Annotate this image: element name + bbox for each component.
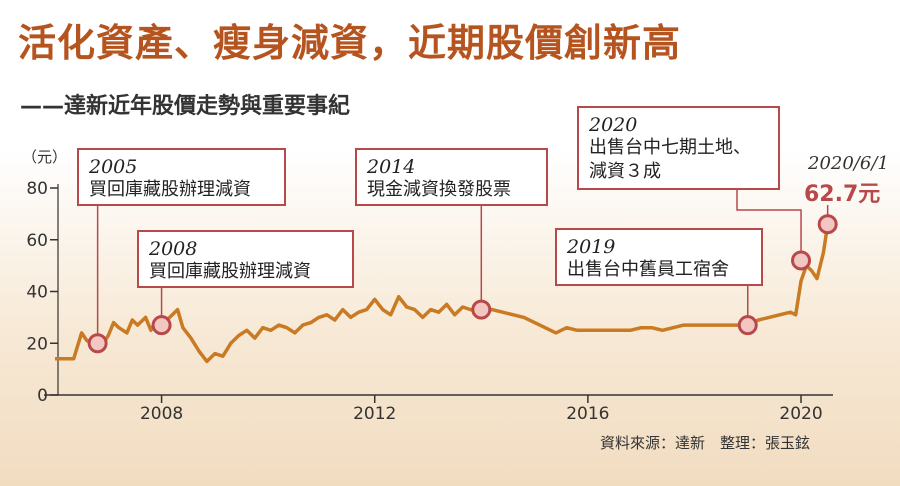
source-note: 資料來源：達新 整理：張玉鉉 (599, 434, 810, 452)
event-marker (791, 250, 812, 271)
x-tick-label: 2012 (353, 404, 396, 424)
event-text: 現金減資換發股票 (367, 179, 511, 200)
y-tick-label: 20 (26, 334, 48, 354)
latest-value-label: 62.7元 (804, 182, 881, 207)
event-leader-line (736, 190, 802, 261)
latest-marker (817, 214, 838, 235)
y-tick-label: 60 (26, 231, 48, 251)
event-year: 2014 (367, 156, 416, 178)
event-year: 2008 (149, 238, 198, 260)
x-tick-label: 2020 (779, 404, 822, 424)
event-text: 買回庫藏股辦理減資 (89, 179, 251, 200)
x-tick-label: 2008 (140, 404, 183, 424)
event-note-2019: 2019 出售台中舊員工宿舍 (555, 228, 763, 286)
event-note-2014: 2014 現金減資換發股票 (355, 148, 548, 206)
y-tick-label: 40 (26, 283, 48, 303)
event-note-2005: 2005 買回庫藏股辦理減資 (77, 148, 286, 206)
y-axis-unit: （元） (22, 148, 67, 166)
y-tick-label: 0 (37, 386, 48, 406)
x-tick-label: 2016 (566, 404, 609, 424)
event-text: 買回庫藏股辦理減資 (149, 261, 311, 282)
event-year: 2019 (567, 236, 616, 258)
event-marker (151, 315, 172, 336)
event-text: 出售台中七期土地、 減資３成 (589, 137, 751, 182)
event-year: 2020 (589, 114, 638, 136)
y-tick-label: 80 (26, 179, 48, 199)
event-note-2020: 2020 出售台中七期土地、 減資３成 (577, 106, 780, 190)
latest-date-label: 2020/6/1 (808, 153, 889, 174)
event-year: 2005 (89, 156, 138, 178)
event-marker (471, 299, 492, 320)
chart-title: 活化資產、瘦身減資，近期股價創新高 (18, 20, 682, 65)
event-text: 出售台中舊員工宿舍 (567, 259, 729, 280)
event-note-2008: 2008 買回庫藏股辦理減資 (137, 230, 354, 288)
event-marker (737, 315, 758, 336)
event-marker (87, 333, 108, 354)
chart-subtitle: ——達新近年股價走勢與重要事紀 (20, 94, 351, 119)
